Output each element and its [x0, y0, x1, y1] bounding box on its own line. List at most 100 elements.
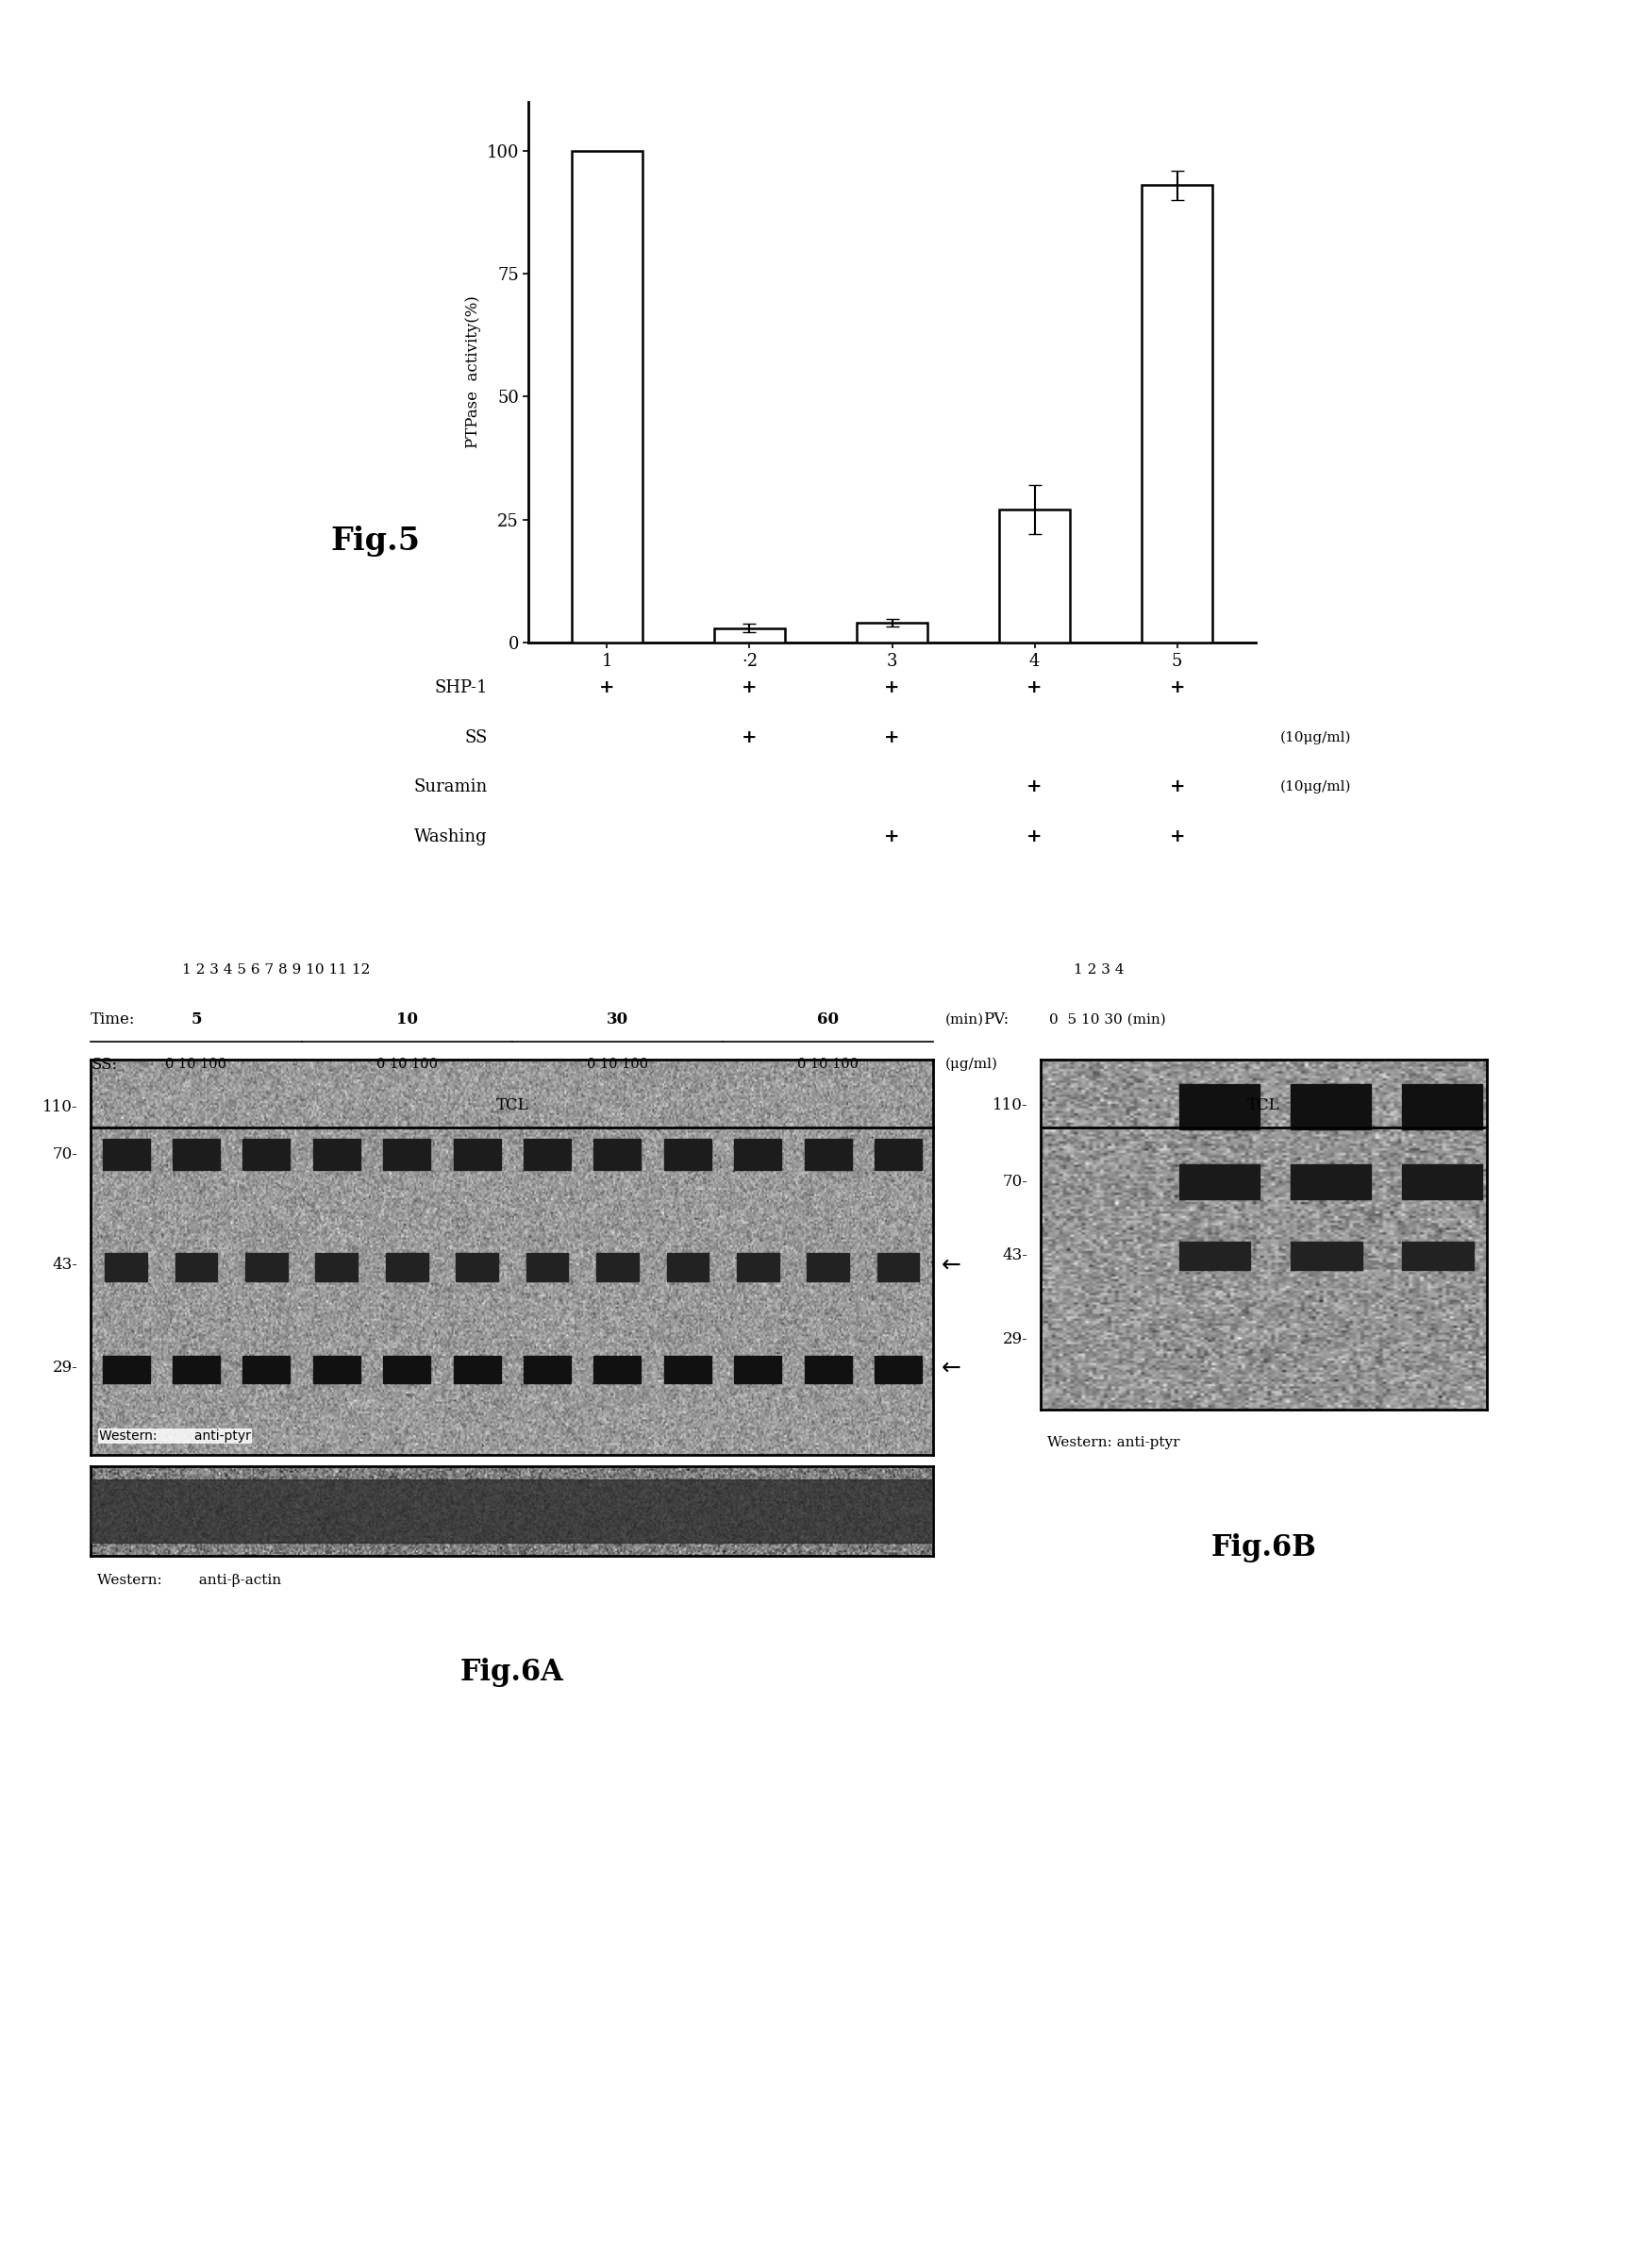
Text: ←: ←	[942, 1355, 961, 1380]
Text: Washing: Washing	[415, 828, 487, 846]
Text: 1 2 3 4 5 6 7 8 9 10 11 12: 1 2 3 4 5 6 7 8 9 10 11 12	[182, 963, 370, 976]
Bar	[999, 510, 1070, 643]
Text: 110-: 110-	[993, 1098, 1028, 1114]
Bar	[525, 1254, 568, 1281]
Text: Western:         anti-ptyr: Western: anti-ptyr	[99, 1430, 251, 1443]
Text: +: +	[1170, 679, 1184, 697]
Bar	[1290, 1243, 1361, 1270]
Bar	[664, 1355, 712, 1385]
Text: Time:: Time:	[91, 1010, 135, 1028]
Bar	[175, 1254, 216, 1281]
Text: 70-: 70-	[1003, 1175, 1028, 1191]
Bar	[856, 622, 928, 643]
Bar	[104, 1254, 147, 1281]
Bar	[243, 1355, 291, 1385]
Bar	[1180, 1164, 1259, 1200]
Bar	[805, 1139, 852, 1170]
Text: 5: 5	[190, 1010, 202, 1028]
Text: 29-: 29-	[1003, 1330, 1028, 1348]
Bar	[596, 1254, 638, 1281]
Bar	[102, 1355, 150, 1385]
Bar	[1403, 1164, 1482, 1200]
Text: 43-: 43-	[53, 1256, 78, 1274]
Bar	[383, 1355, 431, 1385]
Text: 0  5 10 30 (min): 0 5 10 30 (min)	[1049, 1012, 1166, 1026]
Bar	[874, 1139, 922, 1170]
Bar	[1180, 1243, 1251, 1270]
Bar	[244, 1254, 287, 1281]
Text: +: +	[742, 679, 757, 697]
Text: TCL: TCL	[1247, 1096, 1280, 1114]
Text: 70-: 70-	[53, 1146, 78, 1164]
Text: +: +	[600, 679, 615, 697]
Bar	[316, 1254, 357, 1281]
Text: Western: anti-ptyr: Western: anti-ptyr	[1047, 1436, 1180, 1450]
Bar	[1180, 1085, 1259, 1130]
Text: +: +	[1028, 679, 1042, 697]
Bar	[805, 1355, 852, 1385]
Text: SS: SS	[464, 728, 487, 746]
Bar	[733, 1355, 781, 1385]
Text: +: +	[884, 828, 900, 846]
Bar	[91, 1479, 933, 1542]
Text: Fig.6B: Fig.6B	[1211, 1533, 1317, 1563]
Text: (min): (min)	[945, 1012, 983, 1026]
Bar	[312, 1355, 360, 1385]
Text: (10μg/ml): (10μg/ml)	[1280, 731, 1351, 744]
Text: +: +	[884, 679, 900, 697]
Text: 30: 30	[606, 1010, 628, 1028]
Text: +: +	[1028, 828, 1042, 846]
Bar	[172, 1139, 220, 1170]
Text: SHP-1: SHP-1	[434, 679, 487, 697]
Text: (μg/ml): (μg/ml)	[945, 1058, 998, 1071]
Bar	[593, 1355, 641, 1385]
Bar	[243, 1139, 291, 1170]
Text: 60: 60	[818, 1010, 839, 1028]
Text: 0 10 100: 0 10 100	[377, 1058, 438, 1071]
Text: +: +	[1170, 778, 1184, 796]
Text: 29-: 29-	[53, 1360, 78, 1376]
Bar	[1403, 1243, 1474, 1270]
Y-axis label: PTPase  activity(%): PTPase activity(%)	[464, 295, 481, 449]
Text: 0 10 100: 0 10 100	[798, 1058, 859, 1071]
Text: 0 10 100: 0 10 100	[586, 1058, 648, 1071]
Bar	[877, 1254, 919, 1281]
Text: +: +	[742, 728, 757, 746]
Text: 0 10 100: 0 10 100	[165, 1058, 226, 1071]
Text: 10: 10	[396, 1010, 418, 1028]
Text: Suramin: Suramin	[413, 778, 487, 796]
Text: Fig.5: Fig.5	[330, 525, 420, 557]
Text: TCL: TCL	[496, 1096, 529, 1114]
Bar	[383, 1139, 431, 1170]
Bar	[172, 1355, 220, 1385]
Text: ←: ←	[942, 1254, 961, 1276]
Bar	[667, 1254, 709, 1281]
Text: 110-: 110-	[43, 1098, 78, 1116]
Bar	[456, 1254, 499, 1281]
Text: Western:        anti-β-actin: Western: anti-β-actin	[97, 1574, 281, 1588]
Text: +: +	[1170, 828, 1184, 846]
Text: 43-: 43-	[1003, 1247, 1028, 1263]
Bar	[312, 1139, 360, 1170]
Bar	[524, 1355, 572, 1385]
Text: (10μg/ml): (10μg/ml)	[1280, 780, 1351, 794]
Text: PV:: PV:	[983, 1010, 1009, 1028]
Bar	[733, 1139, 781, 1170]
Text: SS:: SS:	[91, 1055, 117, 1073]
Bar	[1142, 185, 1213, 643]
Text: +: +	[1028, 778, 1042, 796]
Bar	[737, 1254, 780, 1281]
Text: Fig.6A: Fig.6A	[461, 1657, 563, 1687]
Text: 1 2 3 4: 1 2 3 4	[1074, 963, 1125, 976]
Bar	[1290, 1164, 1371, 1200]
Bar	[874, 1355, 922, 1385]
Bar	[1290, 1085, 1371, 1130]
Bar	[572, 151, 643, 643]
Bar	[524, 1139, 572, 1170]
Bar	[453, 1355, 501, 1385]
Text: +: +	[884, 728, 900, 746]
Bar	[714, 627, 785, 643]
Bar	[593, 1139, 641, 1170]
Bar	[453, 1139, 501, 1170]
Bar	[385, 1254, 428, 1281]
